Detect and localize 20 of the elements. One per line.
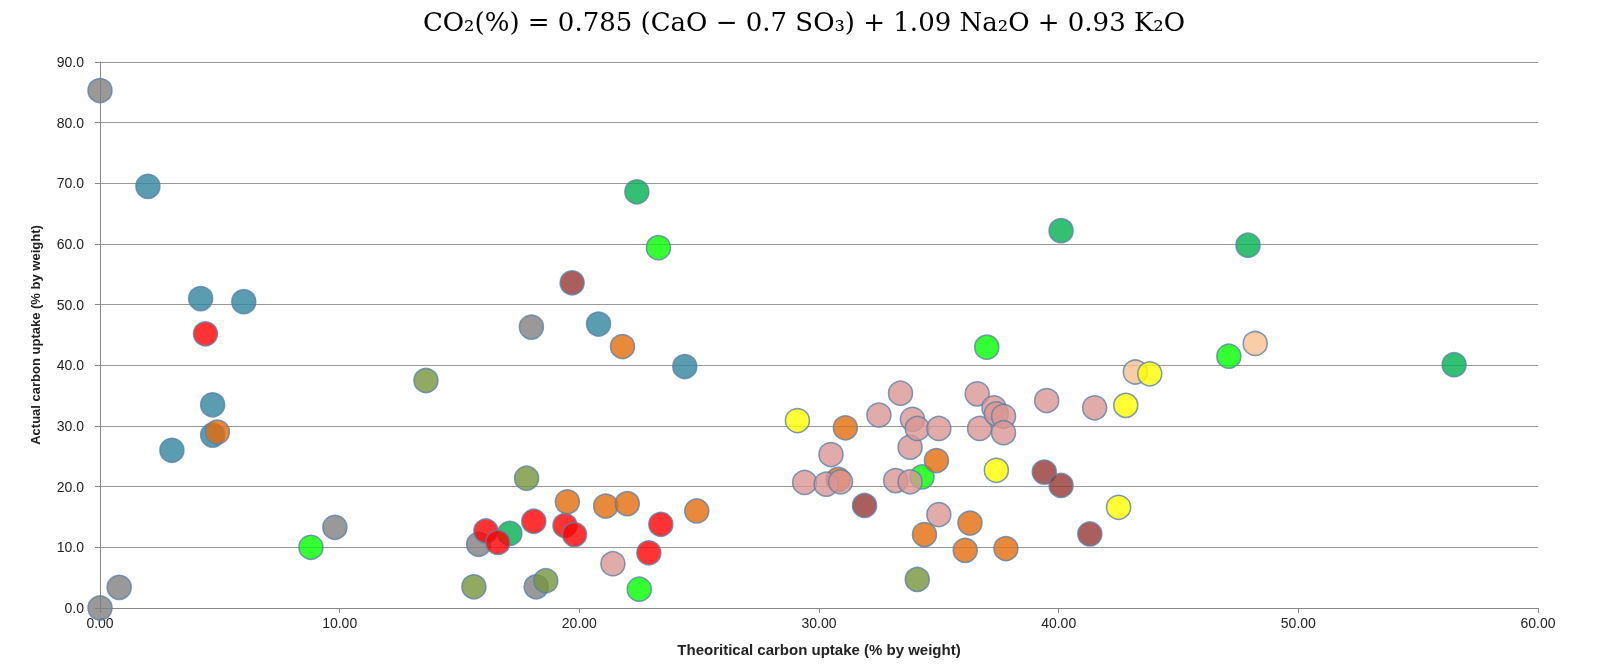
- y-tick-label: 50.0: [56, 296, 85, 313]
- x-tick-label: 30.00: [801, 615, 837, 631]
- y-tick-label: 10.0: [56, 539, 85, 556]
- y-tick-label: 40.0: [56, 357, 85, 374]
- y-tick-label: 20.0: [56, 478, 85, 495]
- y-tick-label: 70.0: [56, 175, 85, 192]
- y-tick-label: 0.0: [64, 600, 85, 616]
- x-tick-label: 20.00: [561, 615, 598, 631]
- y-tick-label: 90.0: [56, 54, 85, 70]
- x-tick-label: 60.00: [1520, 615, 1556, 631]
- x-tick-label: 40.00: [1041, 615, 1077, 631]
- y-tick-label: 30.0: [56, 418, 85, 434]
- y-tick-label: 60.0: [56, 236, 85, 252]
- x-tick-label: 0.00: [86, 615, 114, 631]
- x-axis-title: Theoritical carbon uptake (% by weight): [677, 641, 961, 658]
- y-axis-title: Actual carbon uptake (% by weight): [28, 225, 43, 445]
- x-tick-label: 50.00: [1280, 615, 1317, 631]
- x-tick-label: 10.00: [322, 615, 358, 631]
- y-tick-label: 80.0: [56, 114, 85, 131]
- chart-title: CO₂(%) = 0.785 (CaO − 0.7 SO₃) + 1.09 Na₂O + 0.93 K₂O: [422, 7, 1186, 37]
